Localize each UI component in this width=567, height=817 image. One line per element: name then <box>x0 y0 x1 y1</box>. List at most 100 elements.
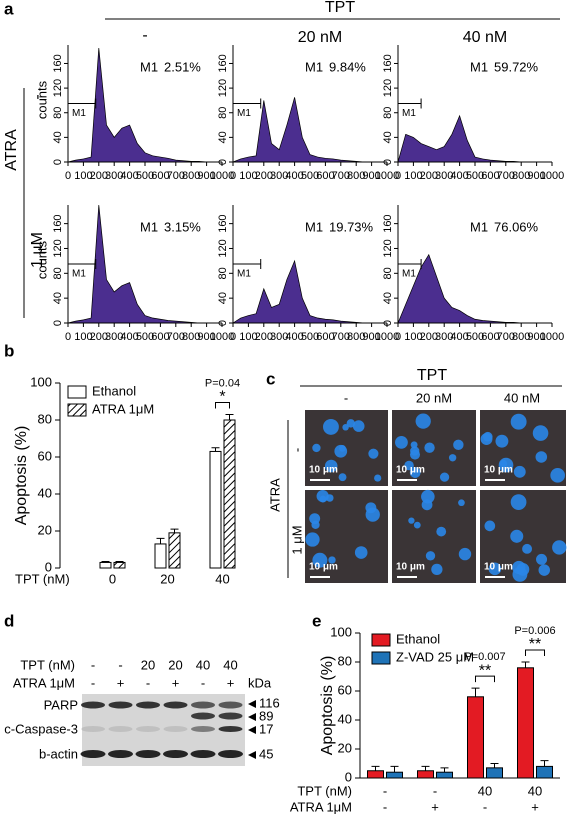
nucleus <box>328 556 336 564</box>
x-tick-label: 0 <box>230 331 236 343</box>
gate-marker <box>397 98 422 109</box>
x-tick-label: 200 <box>420 331 438 343</box>
blot-band <box>108 726 133 732</box>
histogram-area <box>231 259 387 324</box>
bar <box>436 771 453 779</box>
y-tick-label: 40 <box>38 485 52 500</box>
nucleus <box>458 547 472 561</box>
column-label: 40 nM <box>504 390 540 405</box>
scale-label: 10 μm <box>309 465 338 476</box>
nucleus <box>448 454 457 462</box>
legend-swatch <box>67 403 87 417</box>
x-tick-label: 1000 <box>375 170 399 182</box>
x-tick-label: 100 <box>239 331 257 343</box>
row-label: - <box>29 94 46 99</box>
x-tick-label: - <box>483 799 487 814</box>
nucleus <box>453 439 464 451</box>
x-tick-label: 40 <box>528 783 542 798</box>
x-tick-label: 900 <box>197 170 215 182</box>
y-tick-label: 40 <box>52 131 64 143</box>
row-label: 1 μM <box>29 232 46 268</box>
legend-label: ATRA 1μM <box>92 401 154 416</box>
y-tick-label: 80 <box>338 653 352 668</box>
nucleus <box>424 442 435 453</box>
nucleus <box>410 441 418 449</box>
x-tick-label: 100 <box>74 170 92 182</box>
nucleus <box>512 560 526 575</box>
legend-label: Z-VAD 25 μM <box>396 649 474 664</box>
blot-band <box>136 726 160 732</box>
y-axis-label: counts <box>34 240 49 279</box>
y-tick-label: 40 <box>217 292 229 304</box>
x-tick-label: 400 <box>120 331 138 343</box>
x-tick-label: 800 <box>182 331 200 343</box>
x-tick-label: 40 <box>478 783 492 798</box>
x-tick-label: 300 <box>270 331 288 343</box>
lane-label: 20 <box>141 657 155 672</box>
x-tick-label: 400 <box>285 170 303 182</box>
y-tick-label: 20 <box>338 740 352 755</box>
unit-label: kDa <box>248 675 272 690</box>
x-row-label: ATRA 1μM <box>290 799 352 814</box>
x-tick-label: + <box>431 799 439 814</box>
x-tick-label: 400 <box>450 170 468 182</box>
x-tick-label: 700 <box>167 331 185 343</box>
y-tick-label: 0 <box>382 320 394 326</box>
y-tick-label: 80 <box>38 411 52 426</box>
significance-mark: ** <box>529 636 541 653</box>
nucleus <box>409 467 421 478</box>
stat-value: 3.15% <box>164 219 201 234</box>
marker-arrow <box>248 726 256 734</box>
y-tick-label: 160 <box>52 54 64 72</box>
stat-label: M1 <box>305 59 323 74</box>
nucleus <box>334 444 348 458</box>
x-tick-label: 100 <box>239 170 257 182</box>
y-tick-label: 120 <box>52 239 64 257</box>
nucleus <box>365 502 377 514</box>
x-tick-label: 500 <box>301 331 319 343</box>
nucleus <box>552 540 567 555</box>
x-tick-label: 300 <box>270 170 288 182</box>
nucleus <box>510 529 524 543</box>
y-tick-label: 160 <box>382 54 394 72</box>
column-label: - <box>142 27 147 44</box>
error-bar <box>101 561 110 563</box>
error-bar <box>211 447 220 452</box>
nucleus <box>312 552 328 568</box>
bar <box>223 419 236 569</box>
x-tick-label: 1000 <box>540 331 564 343</box>
nucleus <box>415 413 431 429</box>
scale-label: 10 μm <box>309 562 338 573</box>
gate-label: M1 <box>72 108 86 119</box>
group-label: TPT <box>417 367 447 384</box>
bar <box>536 765 553 779</box>
blot-band <box>218 701 243 709</box>
y-tick-label: 160 <box>382 214 394 232</box>
panel-label: c <box>266 369 275 388</box>
x-tick-label: + <box>531 799 539 814</box>
lane-label: - <box>201 675 205 690</box>
y-tick-label: 40 <box>338 711 352 726</box>
x-tick-label: 600 <box>316 170 334 182</box>
error-bar <box>156 537 165 544</box>
x-tick-label: 40 <box>215 571 229 586</box>
y-tick-label: 60 <box>38 448 52 463</box>
y-tick-label: 120 <box>217 239 229 257</box>
gate-label: M1 <box>402 269 416 280</box>
x-tick-label: 700 <box>167 170 185 182</box>
stat-value: 76.06% <box>494 219 539 234</box>
y-tick-label: 0 <box>45 559 52 574</box>
stat-value: 19.73% <box>329 219 374 234</box>
lane-label: + <box>227 675 235 690</box>
gate-label: M1 <box>402 108 416 119</box>
y-tick-label: 120 <box>52 79 64 97</box>
x-tick-label: 200 <box>90 331 108 343</box>
x-row-label: TPT (nM) <box>297 783 352 798</box>
nucleus <box>368 448 379 459</box>
y-tick-label: 160 <box>217 214 229 232</box>
column-label: 40 nM <box>463 29 507 46</box>
y-tick-label: 160 <box>217 54 229 72</box>
nucleus <box>522 543 533 554</box>
gate-marker <box>232 98 262 109</box>
